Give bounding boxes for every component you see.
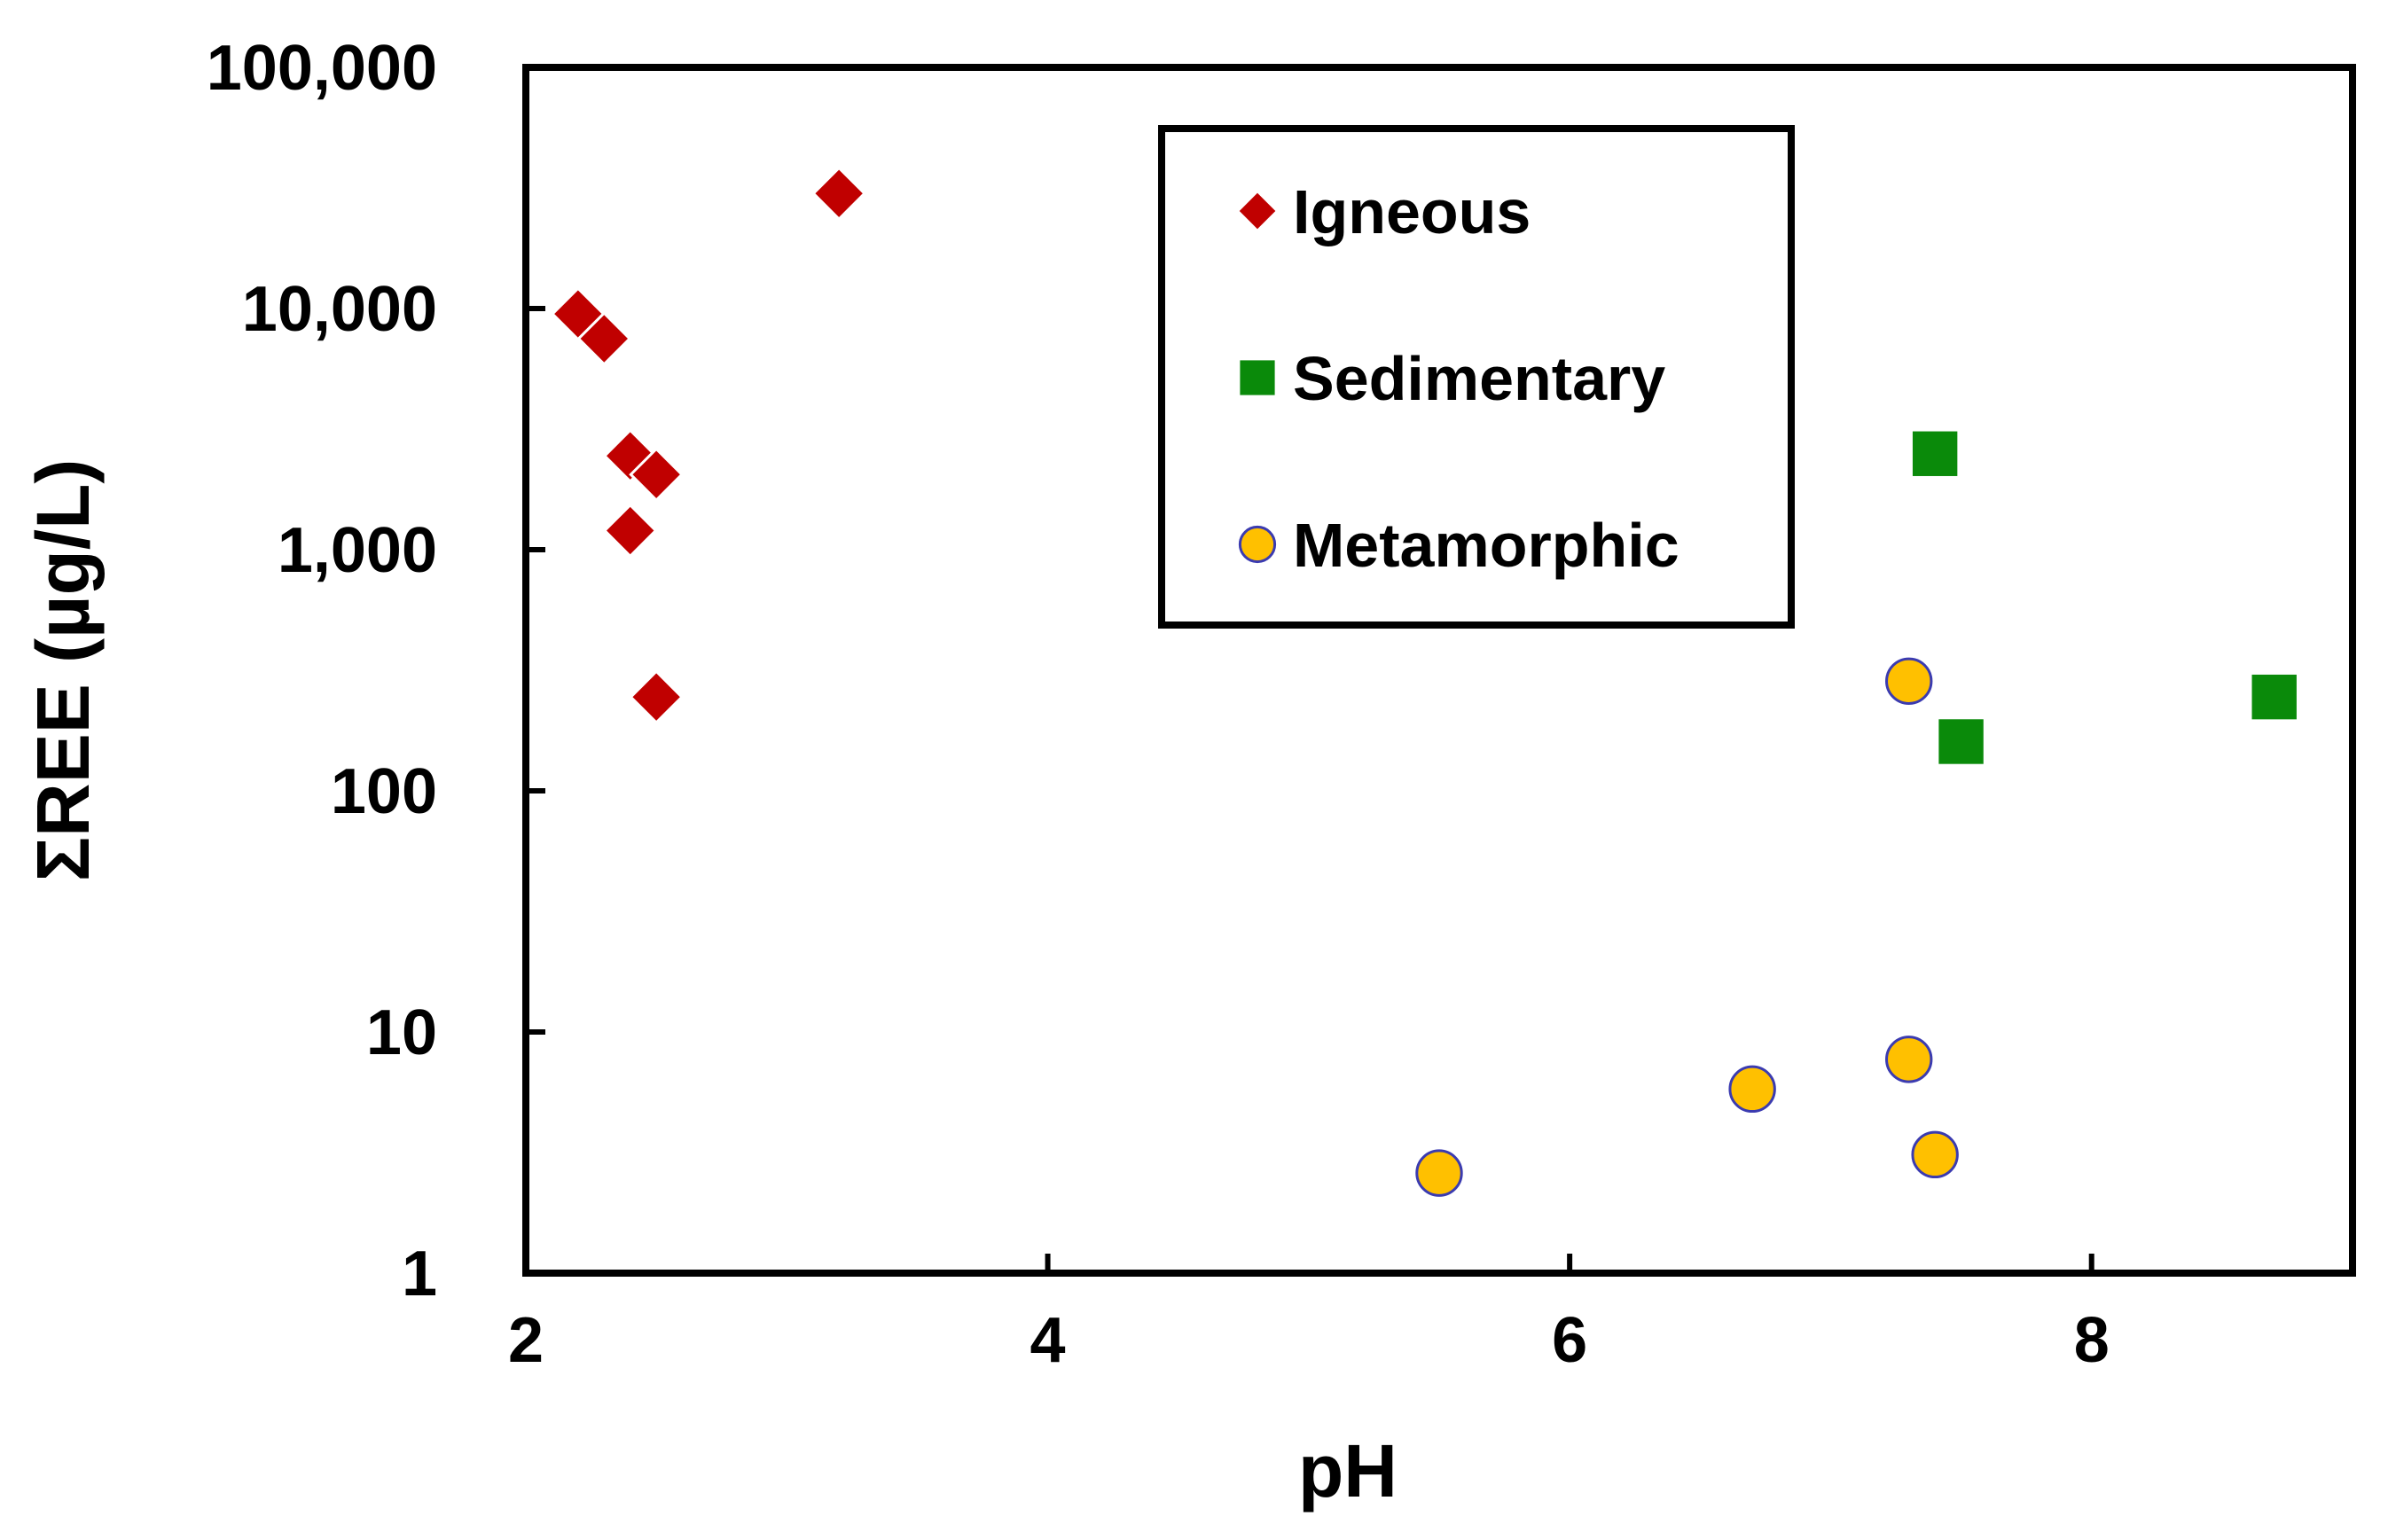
x-tick-label: 6	[1552, 1305, 1587, 1376]
sedimentary-point	[1912, 431, 1958, 476]
y-tick-label: 1,000	[278, 515, 437, 586]
metamorphic-point	[1885, 657, 1933, 705]
legend-igneous-label: Igneous	[1293, 177, 1531, 246]
igneous-point	[576, 311, 632, 366]
sedimentary-point	[2251, 674, 2297, 720]
igneous-point	[811, 166, 867, 222]
x-axis: 2 4 6 8	[508, 1254, 2110, 1376]
legend-metamorphic-label: Metamorphic	[1293, 511, 1679, 580]
sedimentary-point	[1938, 719, 1984, 764]
legend: Igneous Sedimentary Metamorphic	[1158, 125, 1795, 629]
metamorphic-point	[1728, 1065, 1776, 1114]
y-tick-label: 10	[366, 997, 437, 1068]
legend-igneous-marker	[1235, 189, 1280, 233]
y-tick-label: 10,000	[242, 274, 437, 345]
legend-sedimentary-marker	[1240, 360, 1275, 395]
x-tick-label: 4	[1030, 1305, 1066, 1376]
y-tick-label: 100,000	[207, 33, 437, 104]
y-tick-label: 1	[402, 1239, 437, 1309]
x-tick-label: 2	[508, 1305, 544, 1376]
y-tick-label: 100	[331, 756, 437, 827]
x-tick-label: 8	[2074, 1305, 2110, 1376]
y-axis-title: ΣREE (µg/L)	[21, 459, 105, 882]
igneous-point	[629, 669, 685, 725]
metamorphic-point	[1911, 1130, 1959, 1179]
legend-sedimentary-label: Sedimentary	[1293, 344, 1665, 413]
data-points	[550, 166, 2297, 1197]
legend-metamorphic-marker	[1238, 525, 1277, 564]
y-axis: 1 10 100 1,000 10,000 100,000	[207, 33, 545, 1309]
metamorphic-point	[1415, 1149, 1463, 1197]
metamorphic-point	[1885, 1036, 1933, 1083]
x-axis-title: pH	[1298, 1429, 1398, 1513]
igneous-point	[602, 503, 658, 559]
igneous-point	[629, 447, 685, 503]
